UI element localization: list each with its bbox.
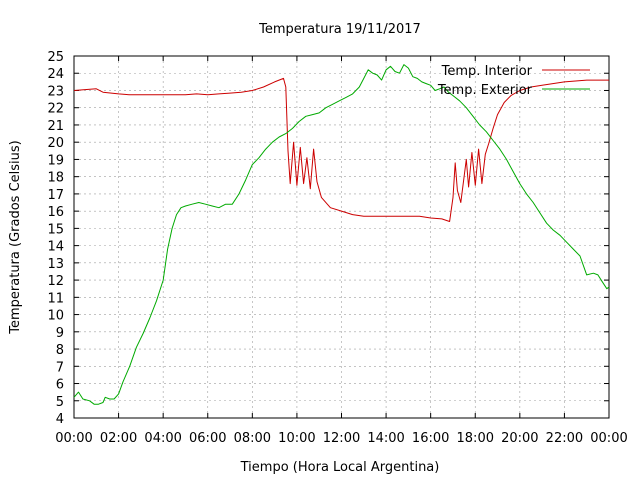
y-tick-label: 8 xyxy=(56,343,64,358)
y-tick-label: 17 xyxy=(47,188,64,203)
legend-label-interior: Temp. Interior xyxy=(441,64,533,79)
y-tick-label: 12 xyxy=(47,274,64,289)
x-tick-label: 06:00 xyxy=(189,431,226,446)
y-tick-label: 23 xyxy=(47,84,64,99)
x-tick-label: 20:00 xyxy=(501,431,538,446)
y-tick-label: 5 xyxy=(56,395,64,410)
y-tick-label: 25 xyxy=(47,50,64,65)
chart-title: Temperatura 19/11/2017 xyxy=(258,22,421,37)
series-line-interior xyxy=(73,77,609,222)
axis-ticks: 4 5 6 7 8 9 10 11 12 13 14 15 16 17 18 19 20 21 22 23 24 25 00… xyxy=(47,50,627,446)
x-tick-label: 04:00 xyxy=(144,431,181,446)
y-tick-label: 13 xyxy=(47,257,64,272)
y-tick-label: 15 xyxy=(47,222,64,237)
y-tick-label: 16 xyxy=(47,205,64,220)
x-tick-label: 18:00 xyxy=(457,431,494,446)
x-axis-label: Tiempo (Hora Local Argentina) xyxy=(240,460,440,475)
y-axis-label: Temperatura (Grados Celsius) xyxy=(8,140,23,334)
series-lines xyxy=(73,64,610,405)
y-tick-label: 24 xyxy=(47,67,64,82)
x-tick-label: 10:00 xyxy=(278,431,315,446)
y-tick-label: 19 xyxy=(47,153,64,168)
y-tick-label: 4 xyxy=(56,412,64,427)
y-tick-label: 22 xyxy=(47,102,64,117)
y-tick-label: 21 xyxy=(47,119,64,134)
x-tick-label: 22:00 xyxy=(546,431,583,446)
x-tick-label: 12:00 xyxy=(323,431,360,446)
y-tick-label: 10 xyxy=(47,309,64,324)
y-tick-label: 11 xyxy=(47,291,64,306)
x-tick-label: 16:00 xyxy=(412,431,449,446)
grid-lines xyxy=(74,56,609,418)
y-tick-label: 6 xyxy=(56,378,64,393)
legend-label-exterior: Temp. Exterior xyxy=(437,83,533,98)
x-tick-label: 08:00 xyxy=(234,431,271,446)
x-tick-label: 02:00 xyxy=(100,431,137,446)
y-tick-label: 9 xyxy=(56,326,64,341)
x-tick-label: 00:00 xyxy=(55,431,92,446)
y-tick-label: 7 xyxy=(56,360,64,375)
y-tick-label: 14 xyxy=(47,240,64,255)
series-line-exterior xyxy=(73,64,610,405)
x-tick-label: 14:00 xyxy=(367,431,404,446)
y-tick-label: 18 xyxy=(47,171,64,186)
legend: Temp. Interior Temp. Exterior xyxy=(437,64,590,98)
y-tick-label: 20 xyxy=(47,136,64,151)
x-tick-label: 00:00 xyxy=(590,431,627,446)
